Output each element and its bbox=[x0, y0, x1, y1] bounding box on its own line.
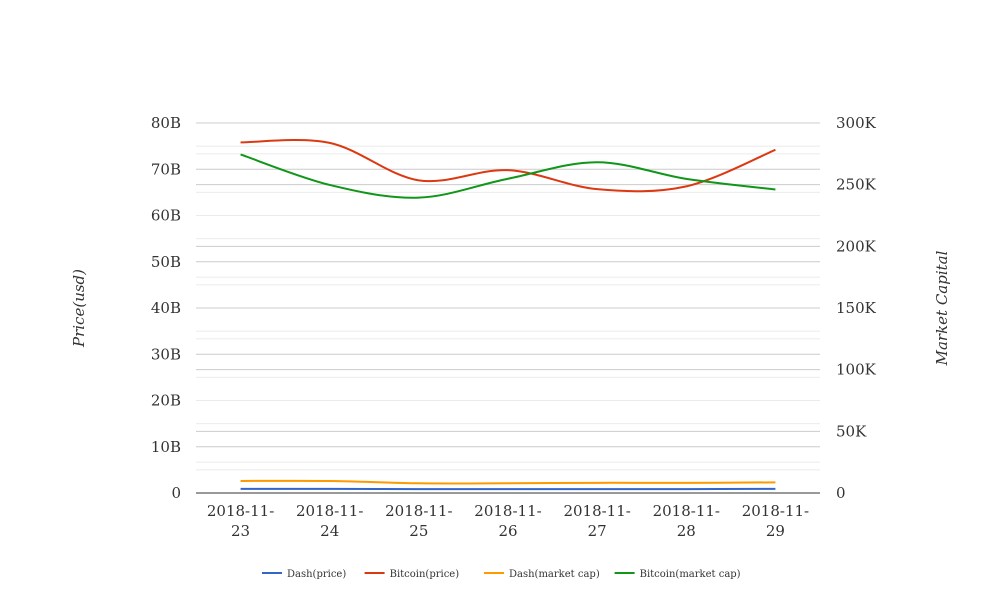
x-tick-label: 2018-11-26 bbox=[474, 502, 541, 540]
x-tick-label: 2018-11-25 bbox=[385, 502, 452, 540]
legend-label: Bitcoin(market cap) bbox=[640, 569, 741, 580]
right-tick-label: 250K bbox=[836, 176, 877, 194]
legend: Dash(price) Bitcoin(price) Dash(market cap… bbox=[262, 569, 741, 580]
left-axis-ticks: 0 10B 20B 30B 40B 50B 60B 70B 80B bbox=[151, 114, 181, 502]
left-tick-label: 30B bbox=[151, 345, 181, 363]
left-axis-title: Price(usd) bbox=[70, 269, 88, 348]
left-tick-label: 40B bbox=[151, 299, 181, 317]
right-tick-label: 150K bbox=[836, 299, 877, 317]
right-tick-label: 200K bbox=[836, 237, 877, 255]
legend-item-bitcoin-market-cap[interactable]: Bitcoin(market cap) bbox=[614, 569, 741, 580]
legend-item-bitcoin-price[interactable]: Bitcoin(price) bbox=[364, 569, 460, 580]
left-tick-label: 0 bbox=[171, 484, 181, 502]
left-tick-label: 20B bbox=[151, 392, 181, 410]
series-line-dash-market-cap bbox=[240, 479, 776, 485]
x-tick-label: 2018-11-23 bbox=[207, 502, 274, 540]
x-tick-label: 2018-11-27 bbox=[563, 502, 630, 540]
x-tick-label: 2018-11-29 bbox=[742, 502, 809, 540]
right-tick-label: 100K bbox=[836, 361, 877, 379]
left-tick-label: 10B bbox=[151, 438, 181, 456]
series-lines bbox=[240, 139, 776, 491]
right-tick-label: 300K bbox=[836, 114, 877, 132]
left-tick-label: 80B bbox=[151, 114, 181, 132]
series-line-bitcoin-market-cap bbox=[240, 153, 776, 199]
legend-item-dash-market-cap[interactable]: Dash(market cap) bbox=[484, 569, 600, 580]
left-tick-label: 70B bbox=[151, 160, 181, 178]
right-tick-label: 50K bbox=[836, 422, 867, 440]
left-tick-label: 50B bbox=[151, 253, 181, 271]
legend-label: Dash(market cap) bbox=[509, 569, 600, 580]
series-line-bitcoin-price bbox=[240, 139, 776, 193]
legend-label: Dash(price) bbox=[287, 569, 346, 580]
grid bbox=[196, 122, 820, 471]
right-axis-title: Market Capital bbox=[933, 250, 951, 366]
right-tick-label: 0 bbox=[836, 484, 846, 502]
legend-item-dash-price[interactable]: Dash(price) bbox=[262, 569, 346, 580]
legend-label: Bitcoin(price) bbox=[390, 569, 460, 580]
right-axis-ticks: 0 50K 100K 150K 200K 250K 300K bbox=[836, 114, 877, 502]
x-tick-label: 2018-11-24 bbox=[296, 502, 363, 540]
left-tick-label: 60B bbox=[151, 207, 181, 225]
x-axis-ticks: 2018-11-23 2018-11-24 2018-11-25 2018-11-26… bbox=[207, 502, 809, 540]
x-tick-label: 2018-11-28 bbox=[653, 502, 720, 540]
